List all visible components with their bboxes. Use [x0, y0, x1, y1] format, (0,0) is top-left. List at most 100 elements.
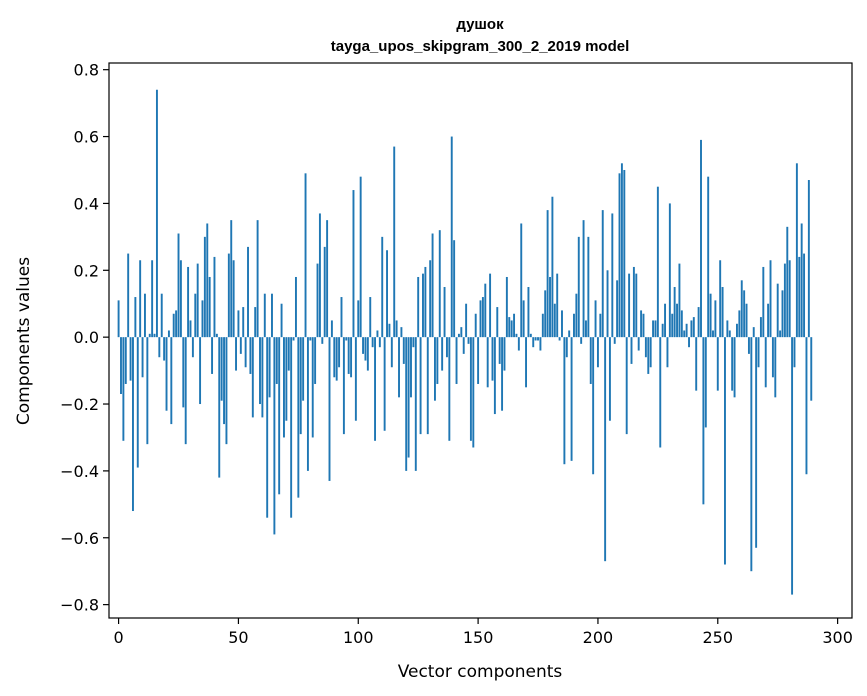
bar-74 [294, 276, 297, 338]
bar-53 [244, 337, 247, 368]
bar-231 [671, 313, 674, 338]
bar-170 [525, 337, 527, 388]
bar-85 [321, 337, 324, 344]
bar-275 [776, 283, 779, 338]
bar-126 [419, 337, 422, 435]
bar-235 [680, 310, 683, 338]
bar-33 [196, 263, 199, 338]
bar-182 [553, 303, 556, 338]
bar-265 [752, 327, 755, 338]
plot-frame [108, 62, 853, 619]
bar-134 [438, 230, 441, 338]
bar-203 [604, 337, 607, 562]
bar-144 [462, 337, 465, 354]
bar-31 [191, 337, 194, 358]
bar-198 [592, 337, 595, 475]
bar-143 [460, 327, 463, 338]
bar-45 [225, 337, 228, 445]
bar-57 [254, 307, 257, 338]
bar-26 [179, 260, 182, 338]
x-tick-label: 150 [463, 628, 494, 647]
x-tick-label: 0 [113, 628, 123, 647]
bar-232 [673, 287, 676, 338]
bar-254 [726, 320, 729, 338]
bar-76 [299, 337, 302, 435]
bar-100 [357, 300, 360, 338]
bar-281 [791, 337, 794, 595]
bar-253 [724, 337, 726, 565]
bar-263 [747, 337, 750, 354]
bar-221 [647, 337, 650, 374]
bar-152 [481, 297, 484, 338]
bar-219 [642, 313, 645, 338]
bar-123 [412, 337, 415, 348]
bar-159 [498, 337, 501, 364]
bar-106 [371, 337, 374, 348]
bar-151 [479, 300, 482, 338]
bar-1 [120, 337, 122, 394]
x-tick-label: 200 [583, 628, 614, 647]
bar-220 [644, 337, 647, 358]
bar-19 [163, 337, 166, 361]
bar-165 [513, 313, 516, 338]
bar-157 [493, 337, 496, 415]
bar-164 [510, 320, 513, 338]
bar-162 [505, 276, 508, 338]
y-tick-label: −0.8 [60, 596, 99, 615]
x-tick-label: 250 [703, 628, 734, 647]
bar-218 [640, 310, 643, 338]
bar-277 [781, 290, 784, 338]
bar-120 [405, 337, 408, 471]
bar-250 [716, 337, 719, 391]
bar-204 [606, 270, 609, 338]
bar-190 [573, 313, 575, 338]
bar-267 [757, 337, 760, 368]
bar-141 [455, 337, 458, 384]
bar-155 [489, 273, 492, 338]
bar-34 [199, 337, 202, 405]
bar-274 [774, 337, 777, 398]
bar-179 [546, 210, 549, 338]
bar-280 [788, 260, 791, 338]
bar-245 [704, 337, 707, 428]
bar-125 [417, 276, 420, 338]
bar-56 [251, 337, 254, 418]
bar-89 [330, 320, 333, 338]
bar-95 [345, 337, 348, 341]
bar-239 [690, 320, 693, 338]
bar-205 [608, 337, 611, 421]
bar-73 [292, 337, 295, 341]
bar-50 [237, 310, 240, 338]
bar-109 [378, 337, 381, 348]
bar-215 [632, 266, 635, 338]
bar-83 [316, 263, 319, 338]
bar-211 [623, 169, 626, 338]
bar-75 [297, 337, 300, 498]
bar-49 [235, 337, 237, 371]
bar-173 [532, 337, 535, 348]
bar-135 [441, 337, 444, 371]
bar-283 [795, 163, 798, 338]
bar-32 [194, 293, 197, 338]
bar-185 [561, 310, 563, 338]
bar-81 [311, 337, 314, 438]
bar-65 [273, 337, 276, 535]
bar-105 [369, 297, 372, 338]
bar-67 [278, 337, 281, 495]
bar-97 [350, 337, 353, 378]
bar-36 [203, 236, 206, 338]
bar-44 [223, 337, 226, 425]
bar-227 [661, 323, 664, 338]
bar-278 [783, 263, 786, 338]
bar-187 [565, 337, 568, 358]
bar-264 [750, 337, 753, 572]
bar-39 [211, 337, 214, 374]
bar-119 [402, 337, 405, 364]
bar-228 [664, 303, 667, 338]
bar-240 [692, 317, 695, 338]
bar-252 [721, 287, 724, 338]
bar-241 [695, 337, 698, 391]
bar-256 [731, 337, 734, 391]
bar-25 [177, 233, 180, 338]
